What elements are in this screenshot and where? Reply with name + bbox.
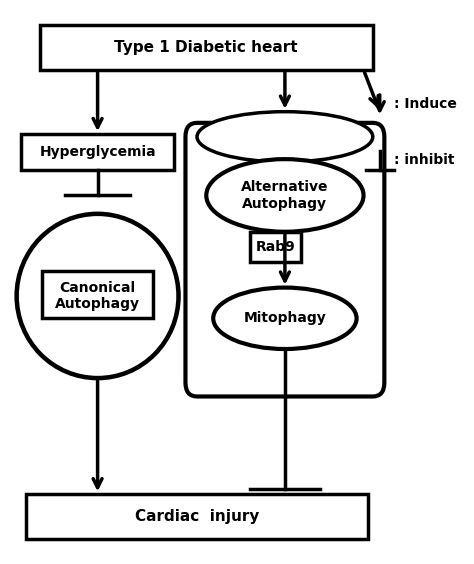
- FancyBboxPatch shape: [26, 494, 368, 539]
- Text: : inhibit: : inhibit: [393, 153, 454, 168]
- Ellipse shape: [213, 288, 356, 349]
- Text: Type 1 Diabetic heart: Type 1 Diabetic heart: [114, 40, 298, 55]
- Text: Rab9: Rab9: [256, 240, 295, 254]
- Text: Canonical
Autophagy: Canonical Autophagy: [55, 281, 140, 311]
- FancyBboxPatch shape: [40, 25, 373, 70]
- Ellipse shape: [197, 112, 373, 162]
- Text: Mitophagy: Mitophagy: [244, 311, 326, 325]
- FancyBboxPatch shape: [21, 134, 174, 170]
- Bar: [42, 271, 153, 318]
- Text: Cardiac  injury: Cardiac injury: [135, 509, 259, 524]
- Text: Hyperglycemia: Hyperglycemia: [39, 145, 156, 159]
- FancyBboxPatch shape: [185, 123, 384, 396]
- Text: Alternative
Autophagy: Alternative Autophagy: [241, 180, 328, 210]
- Ellipse shape: [206, 159, 364, 232]
- Bar: [250, 232, 301, 262]
- Text: : Induce: : Induce: [393, 98, 456, 112]
- Ellipse shape: [17, 214, 179, 378]
